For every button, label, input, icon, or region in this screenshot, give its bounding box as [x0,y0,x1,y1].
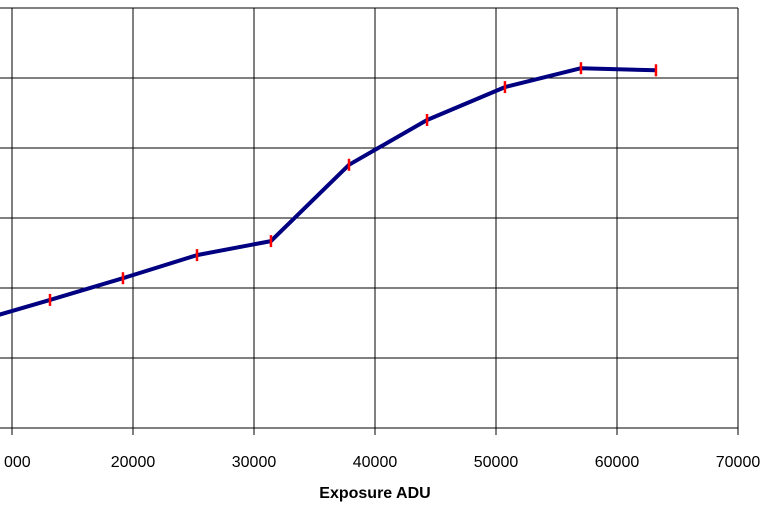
plot-area [0,62,658,317]
x-tick-label: 20000 [111,454,156,471]
x-tick-label: 40000 [353,454,398,471]
x-tick-label: 70000 [716,454,761,471]
x-axis-title: Exposure ADU [319,485,430,502]
x-tick-label: 000 [4,454,31,471]
x-tick-label: 50000 [474,454,519,471]
data-line [0,66,657,317]
x-tick-label: 60000 [595,454,640,471]
x-tick-label: 30000 [232,454,277,471]
